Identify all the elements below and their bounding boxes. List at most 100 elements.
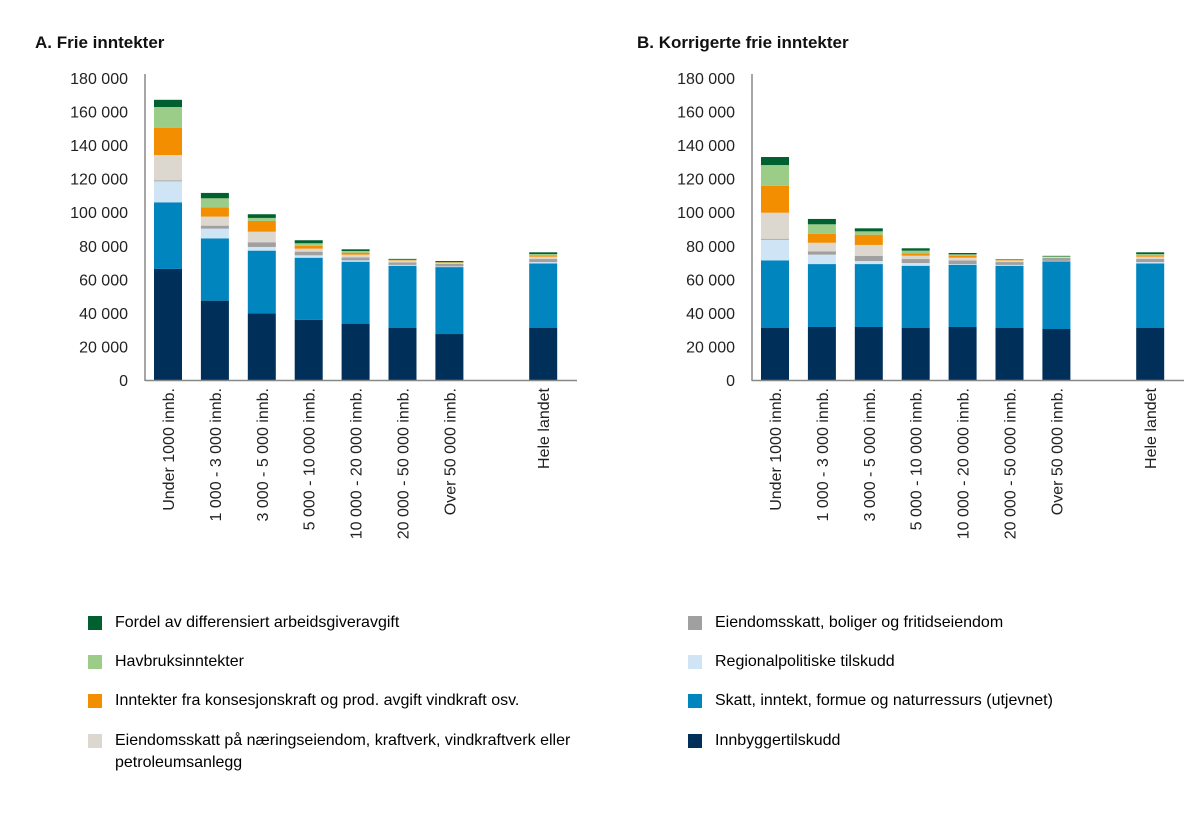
y-tick-label: 100 000 (677, 205, 735, 222)
legend-item: Eiendomsskatt på næringseiendom, kraftve… (88, 730, 648, 774)
bar-segment (1136, 262, 1165, 264)
bar-segment (247, 231, 276, 243)
bar-segment (1042, 258, 1071, 261)
bar-segment (807, 233, 836, 243)
bar-segment (761, 157, 789, 166)
bar-segment (761, 238, 789, 240)
y-tick-label: 180 000 (70, 71, 128, 88)
bar-segment (807, 224, 836, 234)
bar-segment (948, 260, 977, 265)
bar-segment (294, 240, 323, 244)
x-tick-label: Over 50 000 innb. (442, 388, 459, 515)
bar-segment (200, 225, 229, 229)
y-tick-label: 60 000 (79, 272, 128, 289)
bar-segment (854, 261, 883, 265)
y-tick-label: 40 000 (79, 306, 128, 323)
bar-segment (435, 267, 464, 335)
bar-segment (154, 268, 182, 380)
y-tick-label: 140 000 (677, 138, 735, 155)
bar-segment (388, 327, 417, 380)
bar-segment (388, 265, 417, 328)
bar-segment (388, 262, 417, 265)
bar-segment (388, 259, 417, 261)
y-tick-label: 80 000 (79, 239, 128, 256)
bar-segment (154, 107, 182, 128)
bar-segment (154, 202, 182, 269)
x-tick-label: 3 000 - 5 000 innb. (255, 388, 272, 521)
bar-segment (154, 180, 182, 182)
bar-segment (435, 262, 464, 263)
bar-segment (761, 185, 789, 213)
bar-segment (1042, 261, 1071, 329)
x-tick-label: 10 000 - 20 000 innb. (349, 388, 366, 539)
bar-segment (995, 259, 1024, 261)
bar-segment (995, 260, 1024, 263)
bar-segment (1042, 257, 1071, 259)
y-tick-label: 60 000 (686, 272, 735, 289)
bar-segment (854, 234, 883, 245)
bar-segment (854, 231, 883, 235)
bar-segment (529, 253, 558, 256)
bar-segment (435, 262, 464, 264)
legend-item: Regionalpolitiske tilskudd (688, 651, 1200, 673)
bar-segment (529, 263, 558, 328)
bar-segment (948, 264, 977, 327)
bar-segment (761, 327, 789, 380)
bar-segment (1042, 328, 1071, 380)
bar-segment (529, 256, 558, 260)
bar-segment (200, 228, 229, 239)
legend-item: Eiendomsskatt, boliger og fritidseiendom (688, 612, 1200, 634)
legend-swatch (88, 734, 102, 748)
legend-item: Innbyggertilskudd (688, 730, 1200, 752)
chart-b-title: B. Korrigerte frie inntekter (637, 33, 849, 52)
bar-segment (1136, 252, 1165, 254)
y-tick-label: 20 000 (79, 339, 128, 356)
bar-segment (435, 266, 464, 268)
chart-a: 0 20 000 40 000 60 000 80 000 100 000 120 000 1… (70, 71, 577, 539)
bar-segment (200, 192, 229, 199)
bar-segment (854, 228, 883, 232)
bar-segment (294, 319, 323, 380)
bar-segment (761, 212, 789, 239)
bar-segment (294, 243, 323, 246)
legend-swatch (688, 655, 702, 669)
bar-segment (948, 254, 977, 256)
legend-label: Eiendomsskatt, boliger og fritidseiendom (715, 614, 1004, 631)
bar-segment (948, 264, 977, 265)
bar-segment (529, 252, 558, 254)
bar-segment (948, 257, 977, 261)
bar-segment (388, 264, 417, 266)
bar-segment (529, 262, 558, 264)
y-tick-label: 160 000 (70, 105, 128, 122)
y-tick-label: 80 000 (686, 239, 735, 256)
x-tick-label: 5 000 - 10 000 innb. (302, 388, 319, 530)
bar-segment (341, 257, 370, 261)
bar-segment (807, 218, 836, 225)
y-tick-label: 20 000 (686, 339, 735, 356)
bar-segment (901, 259, 930, 264)
bar-segment (1136, 256, 1165, 260)
bar-segment (435, 334, 464, 380)
bar-segment (1136, 263, 1165, 328)
x-tick-label: 5 000 - 10 000 innb. (909, 388, 926, 530)
bar-segment (294, 245, 323, 249)
legend-label: Eiendomsskatt på næringseiendom, kraftve… (115, 732, 571, 771)
bar-segment (948, 255, 977, 258)
legend-item: Havbruksinntekter (88, 651, 648, 673)
legend-swatch (688, 694, 702, 708)
legend-swatch (688, 616, 702, 630)
bar-segment (854, 256, 883, 262)
bar-segment (1042, 260, 1071, 262)
bar-segment (901, 248, 930, 251)
bar-segment (154, 127, 182, 156)
bar-segment (435, 262, 464, 263)
bar-segment (200, 300, 229, 380)
bar-segment (200, 238, 229, 301)
bar-segment (948, 326, 977, 380)
bar-segment (200, 207, 229, 217)
bar-segment (529, 327, 558, 380)
y-tick-label: 160 000 (677, 105, 735, 122)
bar-segment (341, 260, 370, 262)
bar-segment (807, 254, 836, 265)
